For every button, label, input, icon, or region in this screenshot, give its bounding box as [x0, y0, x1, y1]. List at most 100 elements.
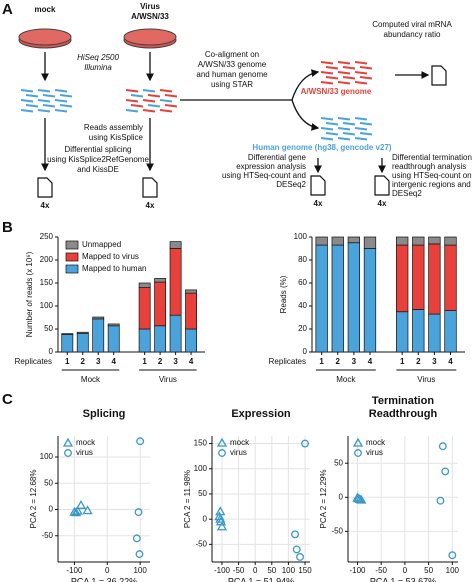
y-tick-label: 100	[294, 232, 308, 241]
y-tick-label: -50	[331, 526, 343, 535]
diagram-text: using STAR	[211, 80, 253, 89]
bar-segment	[428, 243, 441, 315]
x-tick-label: 4	[448, 357, 453, 366]
legend-label: Mapped to virus	[82, 252, 139, 261]
y-tick-label: 80	[298, 255, 307, 264]
bar-segment	[444, 310, 457, 353]
read	[142, 109, 156, 113]
x-tick-label: 1	[400, 357, 405, 366]
read	[147, 104, 161, 108]
diagram-text: Reads assembly	[84, 123, 143, 132]
marker	[291, 530, 300, 539]
y-tick-label: 40	[298, 301, 307, 310]
x-tick-label: 2	[81, 357, 86, 366]
read	[337, 61, 351, 65]
y-tick-label: 0	[339, 492, 344, 501]
x-tick-label: 150	[298, 566, 312, 575]
read	[25, 94, 39, 98]
y-tick-label: 60	[298, 278, 307, 287]
marker	[352, 492, 363, 502]
marker	[436, 496, 445, 505]
legend-marker	[216, 437, 228, 447]
bar-segment	[185, 292, 197, 330]
read	[59, 94, 73, 98]
marker	[356, 494, 367, 504]
read	[20, 99, 34, 103]
read	[320, 71, 334, 75]
legend-label: mock	[366, 438, 386, 447]
read	[337, 71, 351, 75]
read	[337, 117, 351, 121]
diagram-text: and human genome	[196, 70, 268, 79]
document-icons	[37, 65, 447, 198]
replicate-count: 4x	[314, 199, 323, 208]
diagram-text: Computed viral mRNA	[372, 20, 452, 29]
read	[342, 132, 356, 136]
bar-segment	[185, 328, 197, 353]
read	[125, 99, 139, 103]
x-tick-label: 50	[424, 566, 433, 575]
read	[159, 109, 173, 113]
bar-segment	[154, 325, 167, 353]
legend-label: mock	[230, 438, 250, 447]
y-tick-label: 200	[40, 255, 54, 264]
read	[54, 89, 68, 93]
group-label: Mock	[81, 375, 101, 384]
x-tick-label: 0	[403, 566, 408, 575]
x-axis-label: PCA 1 = 51.94%	[228, 576, 294, 582]
bar-segment	[396, 244, 409, 313]
marker	[70, 507, 82, 517]
bar-segment	[76, 331, 89, 334]
legend-marker	[64, 449, 72, 457]
replicate-count: 4x	[378, 199, 387, 208]
diagram-text: A/WSN/33 genome	[198, 60, 267, 69]
y-tick-label: 0	[49, 505, 54, 514]
bar-segment	[107, 325, 120, 353]
bar-segment	[396, 311, 409, 353]
read	[159, 89, 173, 93]
x-tick-label: 4	[368, 357, 373, 366]
read	[164, 94, 178, 98]
x-tick-label: 0	[253, 566, 258, 575]
bar-segment	[315, 244, 328, 353]
bar-segment	[331, 244, 344, 353]
y-tick-label: 50	[334, 458, 343, 467]
bar-segment	[107, 323, 120, 327]
diagram-text: and KissDE	[77, 165, 119, 174]
read	[159, 99, 173, 103]
x-tick-label: 3	[432, 357, 437, 366]
sequencing-reads	[20, 61, 373, 141]
x-tick-label: -100	[349, 566, 366, 575]
arrows	[41, 52, 430, 174]
legend-swatch	[65, 264, 79, 274]
bar-segment	[92, 316, 105, 320]
read	[54, 99, 68, 103]
y-axis-label: Number of reads (x 10⁶)	[25, 251, 34, 337]
genome-label: Human genome (hg38, gencode v27)	[252, 143, 391, 152]
bar-segment	[347, 236, 361, 244]
read	[142, 89, 156, 93]
bar-segment	[428, 236, 441, 245]
marker	[132, 534, 141, 543]
bar-segment	[61, 333, 74, 335]
read	[359, 66, 373, 70]
chart-title: Termination	[372, 395, 434, 407]
bar-segment	[412, 236, 425, 246]
panel-label: B	[2, 219, 13, 236]
y-tick-label: 50	[198, 489, 207, 498]
diagram-text: using HTSeq-count on	[392, 171, 472, 180]
x-tick-label: 3	[352, 357, 357, 366]
marker	[441, 467, 450, 476]
x-tick-label: 4	[189, 357, 194, 366]
bar-segment	[412, 244, 425, 310]
diagram-text: using HTSeq-count and	[222, 171, 306, 180]
bar-segment	[138, 287, 151, 330]
x-tick-label: 2	[158, 357, 163, 366]
bar-segment	[363, 236, 377, 249]
legend-marker	[62, 437, 74, 447]
read	[337, 137, 351, 141]
diagram-text: using KisSplice2RefGenome	[47, 155, 149, 164]
x-tick-label: 3	[96, 357, 101, 366]
